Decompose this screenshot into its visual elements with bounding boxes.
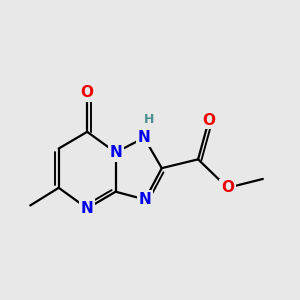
Text: O: O <box>221 180 234 195</box>
Text: O: O <box>202 112 215 128</box>
Text: O: O <box>81 85 94 100</box>
Text: N: N <box>81 201 94 216</box>
Text: H: H <box>144 112 154 126</box>
Text: N: N <box>139 192 152 207</box>
Text: N: N <box>138 130 151 145</box>
Text: N: N <box>109 145 122 160</box>
